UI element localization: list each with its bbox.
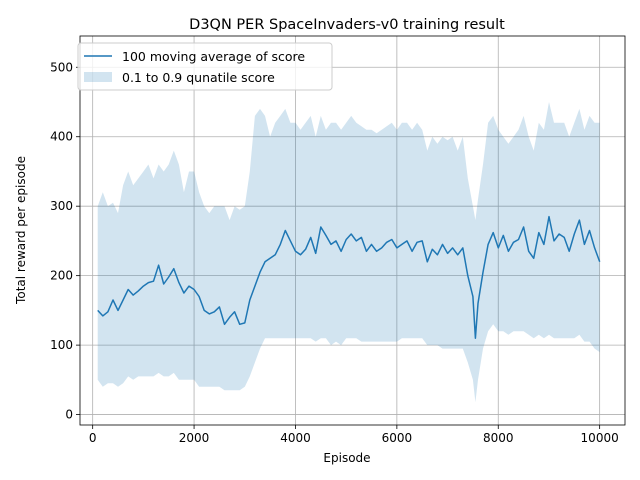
- y-axis: 0 100 200 300 400 500: [50, 60, 80, 422]
- x-axis: 0 2000 4000 6000 8000 10000: [89, 425, 619, 445]
- y-tick-label: 0: [65, 408, 73, 422]
- x-tick-label: 2000: [179, 431, 210, 445]
- x-tick-label: 6000: [382, 431, 413, 445]
- x-tick-label: 8000: [483, 431, 514, 445]
- legend-label-moving-average: 100 moving average of score: [122, 49, 305, 64]
- y-tick-label: 200: [50, 269, 73, 283]
- legend: 100 moving average of score 0.1 to 0.9 q…: [77, 42, 333, 91]
- moving-average-line: [97, 215, 601, 339]
- plot-frame: [79, 35, 626, 426]
- x-tick-label: 10000: [581, 431, 619, 445]
- legend-box: [77, 42, 333, 91]
- y-tick-label: 500: [50, 60, 73, 74]
- legend-label-quantile-band: 0.1 to 0.9 qunatile score: [122, 70, 275, 85]
- moving-average-layer: [97, 215, 601, 339]
- x-axis-label: Episode: [323, 451, 370, 465]
- x-tick-label: 4000: [280, 431, 311, 445]
- y-tick-label: 100: [50, 338, 73, 352]
- y-tick-label: 300: [50, 199, 73, 213]
- x-tick-label: 0: [89, 431, 97, 445]
- legend-band-swatch: [84, 72, 112, 82]
- y-tick-label: 400: [50, 130, 73, 144]
- grid: [80, 36, 625, 425]
- chart-title: D3QN PER SpaceInvaders-v0 training resul…: [189, 17, 505, 33]
- y-axis-label: Total reward per episode: [14, 156, 28, 305]
